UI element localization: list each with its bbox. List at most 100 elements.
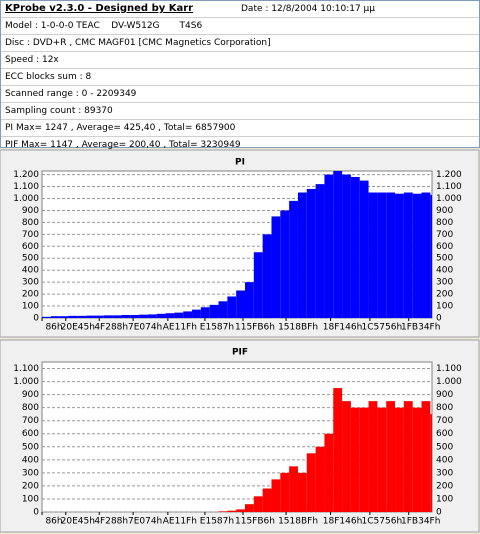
y-tick-label: 800 bbox=[22, 403, 39, 413]
bar bbox=[165, 313, 175, 318]
x-tick-label: 1518BFh bbox=[278, 323, 318, 333]
bar bbox=[262, 488, 272, 512]
y2-tick-label: 0 bbox=[436, 508, 442, 518]
y-tick-label: 700 bbox=[22, 416, 39, 426]
x-tick-label: AE11Fh bbox=[163, 517, 197, 527]
y2-tick-label: 1.200 bbox=[436, 170, 462, 180]
bar bbox=[209, 304, 219, 318]
x-tick-label: E1587h bbox=[200, 517, 234, 527]
y2-tick-label: 700 bbox=[436, 230, 453, 240]
bar bbox=[271, 216, 281, 318]
x-tick-label: 1FB34Fh bbox=[401, 323, 440, 333]
bar bbox=[200, 307, 210, 318]
y-tick-label: 1.100 bbox=[13, 364, 39, 374]
y2-tick-label: 200 bbox=[436, 290, 453, 300]
bar bbox=[297, 472, 307, 512]
y2-tick-label: 500 bbox=[436, 442, 453, 452]
info-line: PI Max= 1247 , Average= 425,40 , Total= … bbox=[1, 120, 479, 137]
bar bbox=[368, 401, 378, 512]
bar bbox=[403, 401, 413, 512]
y-tick-label: 400 bbox=[22, 455, 39, 465]
y2-tick-label: 400 bbox=[436, 266, 453, 276]
x-tick-label: 20E45h bbox=[61, 517, 95, 527]
info-line: Sampling count : 89370 bbox=[1, 103, 479, 120]
y2-tick-label: 800 bbox=[436, 218, 453, 228]
y-tick-label: 300 bbox=[22, 278, 39, 288]
bar bbox=[403, 192, 413, 318]
y-tick-label: 500 bbox=[22, 442, 39, 452]
y-tick-label: 700 bbox=[22, 230, 39, 240]
x-tick-label: 115FB6h bbox=[235, 323, 275, 333]
x-tick-label: 1FB34Fh bbox=[401, 517, 440, 527]
y2-tick-label: 1.000 bbox=[436, 194, 462, 204]
scan-date: Date : 12/8/2004 10:10:17 μμ bbox=[241, 4, 376, 14]
y2-tick-label: 200 bbox=[436, 481, 453, 491]
bar bbox=[289, 466, 298, 512]
bar bbox=[412, 193, 422, 318]
x-tick-label: 20E45h bbox=[61, 323, 95, 333]
bar bbox=[359, 180, 369, 318]
y-tick-label: 600 bbox=[22, 242, 39, 252]
bar bbox=[236, 509, 246, 512]
bar bbox=[342, 401, 351, 512]
bar bbox=[386, 401, 396, 512]
chart-title: PIF bbox=[232, 348, 248, 358]
bar bbox=[218, 301, 228, 318]
y2-tick-label: 100 bbox=[436, 302, 453, 312]
bar bbox=[94, 315, 104, 318]
bar bbox=[395, 407, 404, 512]
x-tick-label: 18F146h bbox=[323, 517, 363, 527]
bar bbox=[192, 309, 201, 318]
y-tick-label: 1.100 bbox=[13, 182, 39, 192]
x-tick-label: 7E074h bbox=[128, 323, 162, 333]
x-tick-label: 86h bbox=[45, 517, 62, 527]
bar bbox=[59, 316, 69, 318]
bar bbox=[50, 316, 60, 318]
bar bbox=[333, 171, 343, 318]
bar bbox=[262, 234, 272, 318]
y-tick-label: 600 bbox=[22, 429, 39, 439]
bar bbox=[412, 407, 422, 512]
info-panel: KProbe v2.3.0 - Designed by Karr Date : … bbox=[0, 0, 480, 154]
y2-tick-label: 600 bbox=[436, 429, 453, 439]
info-line: Speed : 12x bbox=[1, 52, 479, 69]
bar bbox=[130, 315, 140, 318]
bar bbox=[377, 407, 387, 512]
bar bbox=[421, 192, 431, 318]
x-tick-label: AE11Fh bbox=[163, 323, 197, 333]
y-tick-label: 900 bbox=[22, 390, 39, 400]
bar bbox=[174, 312, 184, 318]
info-line: Scanned range : 0 - 2209349 bbox=[1, 86, 479, 103]
bar bbox=[271, 479, 281, 512]
y2-tick-label: 300 bbox=[436, 278, 453, 288]
bar bbox=[350, 407, 360, 512]
bar bbox=[280, 210, 290, 318]
y2-tick-label: 1.100 bbox=[436, 182, 462, 192]
chart-title: PI bbox=[235, 158, 245, 168]
bar bbox=[147, 314, 157, 318]
y2-tick-label: 100 bbox=[436, 494, 453, 504]
x-tick-label: 4F288h bbox=[94, 323, 128, 333]
x-tick-label: E1587h bbox=[200, 323, 234, 333]
bar bbox=[121, 315, 131, 318]
bar bbox=[139, 314, 148, 318]
y-tick-label: 1.000 bbox=[13, 194, 39, 204]
bar bbox=[112, 315, 122, 318]
bar bbox=[280, 472, 290, 512]
bar bbox=[395, 193, 404, 318]
y-tick-label: 500 bbox=[22, 254, 39, 264]
bar bbox=[218, 511, 228, 512]
x-tick-label: 7E074h bbox=[128, 517, 162, 527]
bar bbox=[42, 316, 51, 318]
bar bbox=[377, 192, 387, 318]
bar bbox=[227, 296, 237, 318]
x-tick-label: 1C5756h bbox=[362, 517, 403, 527]
y2-tick-label: 800 bbox=[436, 403, 453, 413]
bar bbox=[306, 188, 316, 318]
x-tick-label: 86h bbox=[45, 323, 62, 333]
y-tick-label: 0 bbox=[33, 508, 39, 518]
y-tick-label: 200 bbox=[22, 481, 39, 491]
bar bbox=[227, 510, 237, 512]
bar bbox=[368, 192, 378, 318]
